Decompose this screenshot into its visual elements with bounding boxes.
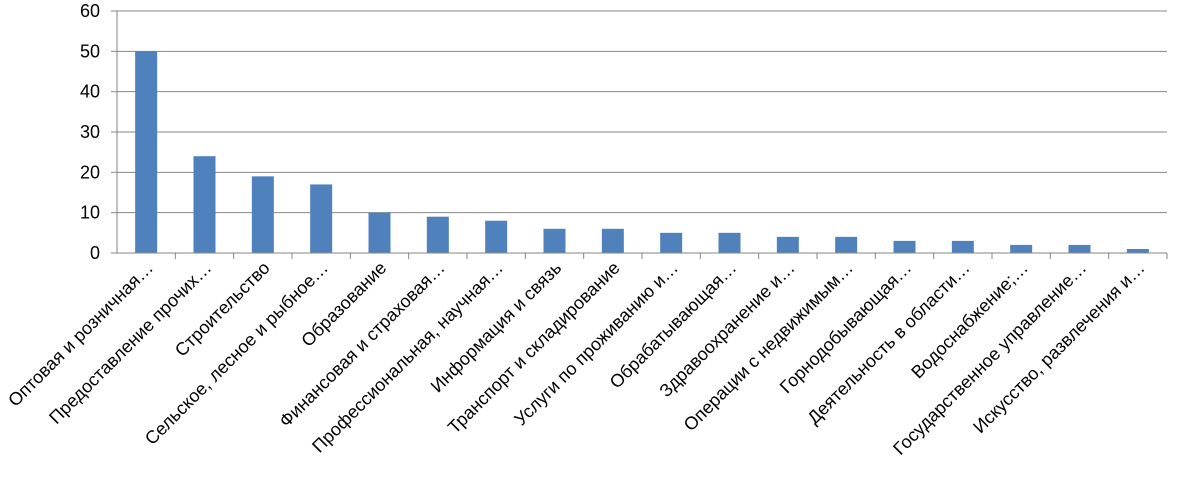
bar <box>601 228 624 253</box>
bar <box>135 51 158 254</box>
y-tick-label: 40 <box>80 82 100 102</box>
y-tick-label: 50 <box>80 41 100 61</box>
bar <box>543 228 566 253</box>
bar <box>776 236 799 253</box>
bars <box>135 51 1149 254</box>
bar <box>251 176 274 253</box>
y-tick-label: 60 <box>80 1 100 21</box>
y-tick-label: 10 <box>80 203 100 223</box>
bar <box>835 236 858 253</box>
bar <box>368 212 391 253</box>
y-tick-label: 20 <box>80 162 100 182</box>
y-tick-label: 30 <box>80 122 100 142</box>
bar <box>193 156 216 253</box>
bar <box>718 232 741 253</box>
bar <box>1010 244 1033 253</box>
bar <box>1068 244 1091 253</box>
bar <box>951 240 974 253</box>
y-axis-tick-labels: 0 10 20 30 40 50 60 <box>80 1 100 263</box>
bar <box>660 232 683 253</box>
x-axis-category-labels: Оптовая и розничная…Предоставление прочи… <box>4 258 1148 459</box>
bar <box>485 220 508 253</box>
bar <box>426 216 449 253</box>
gridlines <box>111 10 1167 254</box>
y-tick-label: 0 <box>90 243 100 263</box>
bar <box>310 184 333 253</box>
bar <box>1126 248 1149 253</box>
x-axis <box>117 252 1168 259</box>
bar <box>893 240 916 253</box>
